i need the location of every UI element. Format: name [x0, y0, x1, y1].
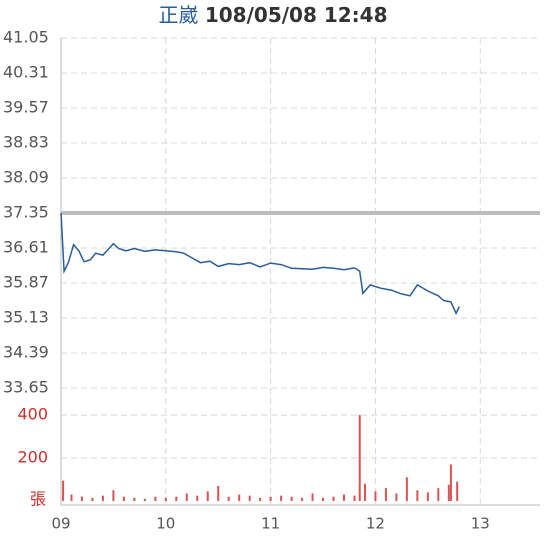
- volume-bar: [449, 464, 452, 501]
- volume-bar: [447, 484, 450, 501]
- volume-bar: [395, 493, 398, 501]
- volume-bar: [206, 491, 209, 501]
- stock-name: 正崴: [158, 3, 198, 27]
- volume-bar: [426, 492, 429, 501]
- y-tick-label: 35.13: [3, 308, 49, 327]
- volume-bar: [437, 488, 440, 501]
- volume-bar: [342, 494, 345, 501]
- volume-bar: [185, 493, 188, 501]
- volume-bar: [363, 483, 366, 501]
- volume-bar: [112, 490, 115, 501]
- volume-bar: [290, 496, 293, 501]
- x-tick-label: 10: [156, 515, 175, 533]
- y-tick-label: 39.57: [3, 98, 49, 117]
- volume-bar: [280, 495, 283, 501]
- volume-bar: [384, 488, 387, 501]
- volume-bar: [175, 496, 178, 501]
- volume-bar: [353, 495, 356, 501]
- volume-bar: [405, 477, 408, 501]
- volume-bar: [196, 495, 199, 501]
- volume-bar: [154, 496, 157, 501]
- volume-bar: [269, 496, 272, 501]
- y-tick-label: 33.65: [3, 378, 49, 397]
- volume-bar: [374, 491, 377, 501]
- volume-bar: [217, 485, 220, 501]
- y-tick-label: 38.09: [3, 168, 49, 187]
- volume-bar: [70, 494, 73, 501]
- volume-bar: [311, 493, 314, 501]
- y-tick-label: 38.83: [3, 133, 49, 152]
- price-line: [60, 212, 460, 316]
- volume-bar: [358, 415, 361, 501]
- volume-bar: [101, 495, 104, 501]
- volume-bar: [238, 494, 241, 501]
- volume-bar: [80, 496, 83, 501]
- volume-bar: [164, 497, 167, 501]
- x-tick-label: 11: [261, 515, 280, 533]
- volume-bar: [416, 490, 419, 501]
- volume-bar: [456, 481, 459, 501]
- volume-bar: [227, 496, 230, 501]
- volume-bar: [91, 497, 94, 501]
- volume-bar: [133, 497, 136, 501]
- y-axis-label: 張: [30, 490, 46, 509]
- volume-bar: [259, 497, 262, 501]
- volume-bar: [122, 496, 125, 501]
- y-tick-label: 400: [17, 405, 48, 424]
- chart-title: 正崴 108/05/08 12:48: [158, 3, 387, 27]
- volume-bar: [332, 496, 335, 501]
- timestamp: 108/05/08 12:48: [205, 3, 388, 27]
- volume-bar: [143, 498, 146, 501]
- y-tick-label: 36.61: [3, 238, 49, 257]
- volume-bar: [248, 495, 251, 501]
- y-tick-label: 40.31: [3, 63, 49, 82]
- x-tick-label: 12: [366, 515, 385, 533]
- x-tick-label: 09: [51, 515, 70, 533]
- y-tick-label: 37.35: [3, 203, 49, 222]
- y-tick-label: 200: [17, 448, 48, 467]
- y-tick-label: 35.87: [3, 273, 49, 292]
- volume-bar: [301, 497, 304, 501]
- y-tick-label: 34.39: [3, 343, 49, 362]
- volume-bar: [62, 480, 65, 501]
- x-tick-label: 13: [471, 515, 490, 533]
- volume-bar: [322, 497, 325, 501]
- y-tick-label: 41.05: [3, 28, 49, 47]
